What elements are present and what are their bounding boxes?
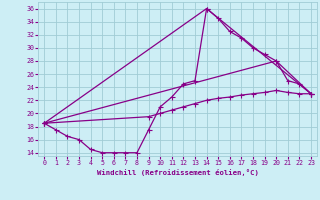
X-axis label: Windchill (Refroidissement éolien,°C): Windchill (Refroidissement éolien,°C) <box>97 169 259 176</box>
